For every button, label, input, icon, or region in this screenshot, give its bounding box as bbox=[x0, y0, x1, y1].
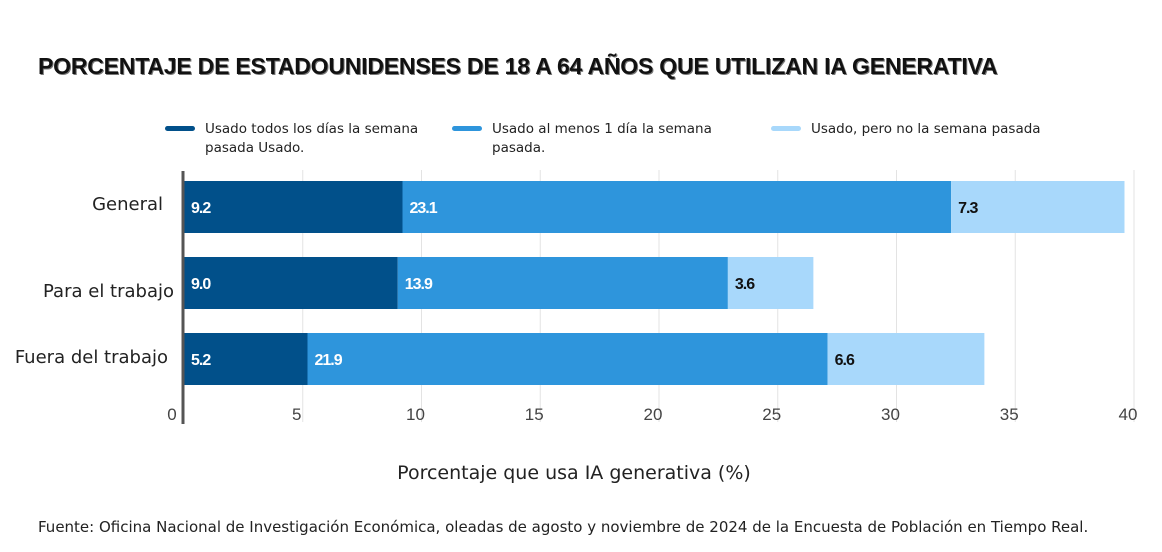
category-labels: General Para el trabajo Fuera del trabajo bbox=[15, 194, 174, 368]
source-note: Fuente: Oficina Nacional de Investigació… bbox=[38, 518, 1089, 536]
legend-label-daily: Usado todos los días la semana pasada Us… bbox=[205, 121, 419, 156]
chart-title: PORCENTAJE DE ESTADOUNIDENSES DE 18 A 64… bbox=[38, 53, 998, 79]
x-tick-label: 5 bbox=[292, 405, 301, 424]
bar-segment bbox=[184, 181, 403, 233]
legend-swatch-daily bbox=[165, 126, 195, 131]
bar-value-label: 23.1 bbox=[410, 200, 438, 217]
legend-swatch-not-last-week bbox=[771, 126, 801, 131]
legend-item-daily: Usado todos los días la semana pasada Us… bbox=[165, 120, 430, 158]
bar-value-label: 6.6 bbox=[835, 352, 855, 369]
legend-label-weekly: Usado al menos 1 día la semana pasada. bbox=[492, 121, 712, 156]
x-axis-label: Porcentaje que usa IA generativa (%) bbox=[397, 462, 751, 484]
bar-value-label: 7.3 bbox=[958, 200, 978, 217]
category-label: Fuera del trabajo bbox=[15, 347, 168, 368]
x-tick-label: 0 bbox=[167, 405, 176, 424]
x-tick-label: 15 bbox=[525, 405, 544, 424]
bar-segment bbox=[184, 257, 398, 309]
value-labels: 9.2 23.1 7.3 9.0 13.9 3.6 5.2 21.9 6.6 bbox=[191, 200, 979, 369]
legend-item-not-last-week: Usado, pero no la semana pasada bbox=[771, 120, 1071, 139]
x-axis-ticks: 0 5 10 15 20 25 30 35 40 bbox=[167, 405, 1137, 424]
x-tick-label: 40 bbox=[1119, 405, 1138, 424]
legend-label-not-last-week: Usado, pero no la semana pasada bbox=[811, 121, 1041, 137]
x-tick-label: 35 bbox=[1000, 405, 1019, 424]
bar-value-label: 9.2 bbox=[191, 200, 211, 217]
x-tick-label: 20 bbox=[644, 405, 663, 424]
bar-value-label: 21.9 bbox=[315, 352, 343, 369]
bars bbox=[184, 181, 1125, 385]
x-tick-label: 25 bbox=[762, 405, 781, 424]
bar-value-label: 13.9 bbox=[405, 276, 433, 293]
category-label: Para el trabajo bbox=[43, 281, 174, 302]
bar-segment bbox=[307, 333, 828, 385]
bar-value-label: 9.0 bbox=[191, 276, 211, 293]
x-tick-label: 30 bbox=[881, 405, 900, 424]
bar-segment bbox=[951, 181, 1125, 233]
bar-segment bbox=[727, 257, 814, 309]
bar-segment bbox=[397, 257, 728, 309]
x-tick-label: 10 bbox=[406, 405, 425, 424]
legend-item-weekly: Usado al menos 1 día la semana pasada. bbox=[452, 120, 742, 158]
category-label: General bbox=[92, 194, 163, 215]
bar-segment bbox=[402, 181, 952, 233]
bar-value-label: 5.2 bbox=[191, 352, 211, 369]
bar-segment bbox=[827, 333, 985, 385]
bar-segment bbox=[184, 333, 308, 385]
bar-value-label: 3.6 bbox=[735, 276, 755, 293]
legend-swatch-weekly bbox=[452, 126, 482, 131]
